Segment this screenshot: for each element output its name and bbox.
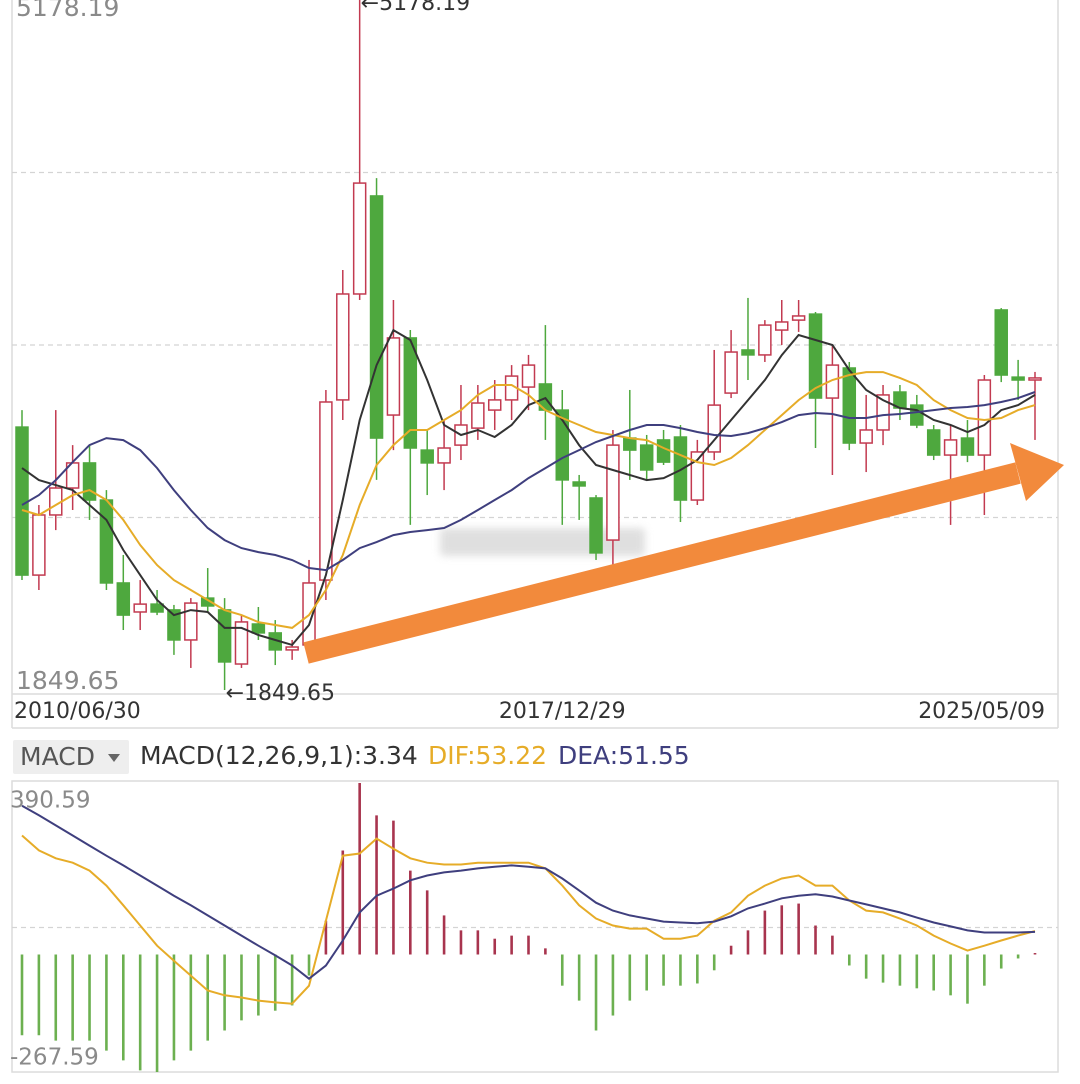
arrow-shaft	[303, 462, 1021, 664]
candle-body	[977, 379, 992, 456]
candle-body	[808, 313, 823, 399]
candle-body	[589, 497, 603, 554]
y-tick-label: 1849.65	[16, 666, 119, 695]
y-tick-label: 390.59	[10, 788, 90, 814]
x-tick-label: 2010/06/30	[14, 699, 141, 724]
annotation: ←1849.65	[226, 681, 335, 706]
candle-body	[437, 447, 451, 464]
moving-average-line	[21, 328, 1036, 647]
candle-body	[555, 409, 570, 481]
candle-body	[420, 449, 434, 464]
candle-body	[775, 321, 789, 331]
candle-body	[639, 444, 654, 471]
indicator-line	[21, 804, 1036, 980]
candle-body	[572, 481, 586, 487]
candle-body	[167, 609, 181, 641]
candle-body	[876, 394, 890, 431]
candle-body	[369, 195, 384, 439]
macd-panel: -267.59 390.59	[10, 783, 1058, 1072]
candle-body	[656, 439, 671, 463]
moving-average-line	[21, 371, 1036, 629]
indicator-name[interactable]: MACD	[20, 742, 95, 771]
legend-dea: DEA:51.55	[558, 741, 690, 770]
candle-body	[521, 364, 536, 388]
candle-body	[943, 439, 958, 456]
candle-body	[150, 603, 164, 613]
candle-body	[791, 315, 806, 321]
x-tick-label: 2017/12/29	[499, 699, 626, 724]
annotation: ←5178.19	[361, 0, 470, 16]
macd-frame	[11, 780, 1059, 1073]
x-tick-label: 2025/05/09	[918, 699, 1045, 724]
candle-body	[15, 426, 29, 576]
indicator-selector[interactable]: MACD	[13, 740, 129, 774]
candle-body	[32, 514, 46, 576]
candle-body	[319, 401, 333, 581]
candle-body	[741, 349, 755, 356]
candle-body	[285, 646, 299, 651]
candle-body	[842, 367, 857, 444]
candle-body	[386, 337, 401, 416]
indicator-button[interactable]	[13, 740, 129, 774]
candle-body	[994, 309, 1008, 376]
y-tick-label: -267.59	[10, 1045, 99, 1071]
candle-body	[1028, 377, 1042, 381]
indicator-line	[21, 834, 1036, 1005]
candle-body	[82, 462, 97, 501]
y-tick-label: 5178.19	[16, 0, 119, 22]
candle-body	[352, 182, 367, 295]
candle-body	[336, 293, 350, 401]
candle-body	[99, 499, 114, 584]
candle-body	[403, 337, 418, 449]
candle-body	[926, 429, 941, 456]
candle-body	[910, 404, 924, 426]
candle-body	[1011, 376, 1025, 381]
candle-body	[707, 404, 721, 453]
candle-body	[724, 351, 738, 394]
candle-body	[859, 429, 873, 444]
candle-body	[825, 364, 840, 399]
candle-body	[690, 451, 705, 501]
moving-average-line	[21, 391, 1036, 572]
candle-body	[487, 399, 502, 411]
candle-body	[471, 402, 485, 429]
arrow-head	[1010, 443, 1064, 501]
candle-body	[116, 582, 131, 616]
frames	[11, 0, 1059, 1073]
candle-body	[217, 609, 232, 663]
legend-dif: DIF:53.22	[428, 741, 547, 770]
candle-body	[133, 603, 147, 613]
candle-body	[960, 437, 975, 456]
candle-body	[251, 623, 266, 634]
candle-body	[623, 437, 637, 451]
trend-arrow	[303, 443, 1064, 664]
candle-body	[606, 444, 620, 541]
main-panel: 1849.65 5178.19 2010/06/30 2017/12/29 2025/0…	[12, 0, 1058, 724]
legend-macd: MACD(12,26,9,1):3.34	[140, 741, 418, 770]
candle-body	[758, 324, 772, 356]
candle-body	[200, 597, 215, 607]
dropdown-caret[interactable]	[108, 754, 120, 762]
candle-body	[234, 621, 249, 665]
candle-body	[184, 602, 198, 641]
